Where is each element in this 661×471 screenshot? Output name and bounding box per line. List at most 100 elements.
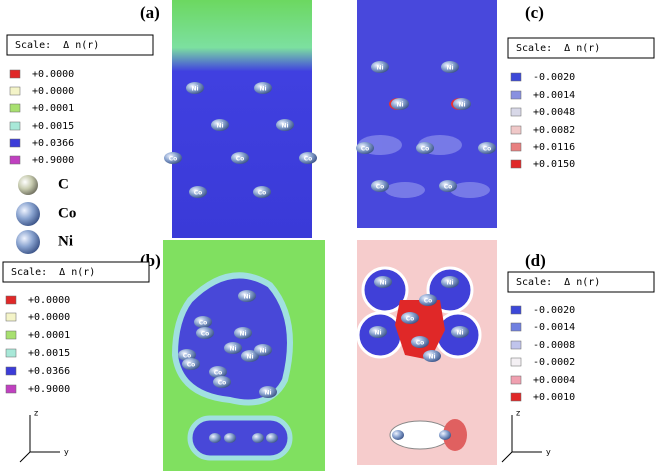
atom-label: Co [406,316,415,323]
scale-title: Scale: Δ n(r) [516,277,600,288]
atom-label: Ni [229,346,236,353]
scale-value: -0.0002 [533,357,575,368]
atom [453,98,471,110]
scale-swatch [510,72,522,82]
scale-value: +0.0366 [32,138,74,149]
atom [234,327,252,339]
atom [276,119,294,131]
atom-label: Co [201,331,210,338]
atom [241,350,259,362]
scale-swatch [510,375,522,385]
scale-swatch [5,312,17,322]
scale-value: +0.0000 [32,69,74,80]
atom-label: Co [416,340,425,347]
atom [423,350,441,362]
atom-label: Co [424,298,433,305]
atom [266,433,278,443]
atom-label: Co [361,146,370,153]
axis-label: z [516,409,520,418]
atom-label: Co [169,156,178,163]
scale-swatch [5,366,17,376]
scale-swatch [510,159,522,169]
atom [371,61,389,73]
atom [196,327,214,339]
atom [416,142,434,154]
atom [231,152,249,164]
atom [224,433,236,443]
atom [186,82,204,94]
atom [224,342,242,354]
atom-label: Ni [379,280,386,287]
scale-swatch [510,322,522,332]
atom-label: Ni [246,354,253,361]
atom [411,336,429,348]
atom-label: Ni [396,102,403,109]
element-label: Co [58,205,76,221]
atom [371,180,389,192]
atom [356,142,374,154]
atom [252,433,264,443]
atom-label: Ni [456,330,463,337]
scale-swatch [5,295,17,305]
atom [189,186,207,198]
atom-label: Co [214,370,223,377]
scale-swatch [510,357,522,367]
atom [194,316,212,328]
atom-label: Co [199,320,208,327]
atom [254,82,272,94]
scale-swatch [510,107,522,117]
atom-label: Co [183,353,192,360]
scale-box [507,37,655,59]
scale-box [2,261,150,283]
scale-value: +0.0116 [533,142,575,153]
element-label: C [58,176,69,192]
atom [164,152,182,164]
atom [419,294,437,306]
scale-swatch [510,305,522,315]
scale-value: +0.0015 [28,348,70,359]
axis-icon [19,415,542,463]
panel-label: (d) [525,251,546,270]
atom-label: Co [421,146,430,153]
atom-label: Ni [243,294,250,301]
atom [391,98,409,110]
atom [178,349,196,361]
axis-label: y [546,448,551,457]
scale-title: Scale: Δ n(r) [15,40,99,51]
scale-value: -0.0014 [533,322,575,333]
scale-swatch [9,69,21,79]
atom-label: Ni [281,123,288,130]
scale-swatch [510,125,522,135]
atom-label: Ni [458,102,465,109]
atom [238,290,256,302]
atom-label: Ni [239,331,246,338]
atom-label: Ni [374,330,381,337]
atom-label: Ni [259,86,266,93]
element-sphere [16,202,40,226]
scale-swatch [9,155,21,165]
scale-value: +0.0082 [533,125,575,136]
scale-value: +0.0150 [533,159,575,170]
panel-label: (c) [525,3,544,22]
scale-swatch [510,142,522,152]
scale-swatch [510,392,522,402]
scale-value: +0.0001 [32,103,74,114]
atom [451,326,469,338]
scale-value: +0.0015 [32,121,74,132]
scale-swatch [5,384,17,394]
atom-label: Co [304,156,313,163]
scale-value: +0.9000 [32,155,74,166]
atom-label: Ni [191,86,198,93]
atom [439,180,457,192]
atom [209,433,221,443]
map-b-blob [187,415,293,461]
atom-label: Co [236,156,245,163]
atom-label: Ni [216,123,223,130]
atom-label: Ni [259,348,266,355]
atom-label: Co [444,184,453,191]
atom [392,430,404,440]
atom [213,376,231,388]
scale-value: +0.0366 [28,366,70,377]
scale-value: +0.0048 [533,107,575,118]
scale-swatch [5,330,17,340]
